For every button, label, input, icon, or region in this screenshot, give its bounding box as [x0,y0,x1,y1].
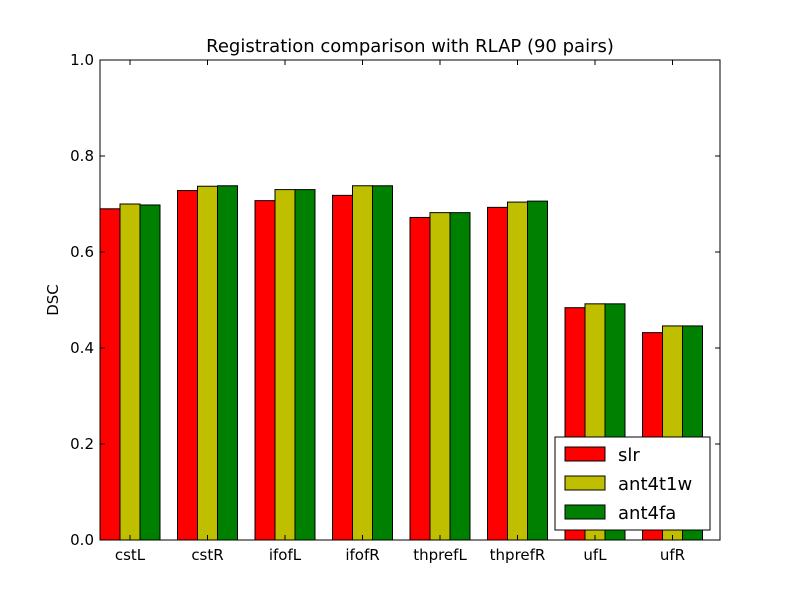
axis-ticks: cstL cstR ifofL ifofR thprefL thprefR ufL ufR 0.… [70,51,720,564]
bar-ant4fa-ifofL [294,189,316,541]
bar-slr-cstR [177,190,198,541]
x-tick-label: cstL [115,546,146,564]
plot-frame [99,59,721,541]
bar-ant4fa-cstL [139,204,161,541]
bar-ant4t1w-ifofL [274,189,296,541]
bar-slr-thprefR [487,206,508,541]
legend-label-slr: slr [618,445,640,466]
bar-ant4fa-ifofR [372,185,393,541]
bar-ant4fa-cstR [217,185,238,541]
bar-ant4fa-thprefL [449,212,471,541]
chart-title: Registration comparison with RLAP (90 pa… [206,36,614,57]
bar-slr-ifofR [332,194,353,541]
y-tick-label: 0.2 [70,435,94,453]
bar-ant4t1w-ifofR [352,185,373,541]
legend-label-ant4fa: ant4fa [618,503,676,524]
y-tick-label: 0.4 [70,339,94,357]
bar-slr-ifofL [254,200,276,541]
x-tick-label: thprefL [413,546,467,564]
legend-label-ant4t1w: ant4t1w [618,474,692,495]
x-tick-label: ifofR [345,546,379,564]
y-tick-label: 1.0 [70,51,94,69]
bar-ant4t1w-thprefL [429,212,451,541]
x-tick-label: ufL [583,546,607,564]
y-tick-label: 0.8 [70,147,94,165]
legend-swatch-ant4fa [564,504,606,520]
y-tick-label: 0.6 [70,243,94,261]
bar-ant4t1w-cstL [119,203,141,541]
bar-ant4t1w-cstR [197,185,218,541]
y-tick-label: 0.0 [70,531,94,549]
x-tick-label: ifofL [269,546,302,564]
x-tick-label: ufR [660,546,685,564]
y-axis-label: DSC [44,284,62,316]
bar-slr-thprefL [409,216,431,541]
legend-swatch-slr [564,446,606,462]
bar-ant4t1w-thprefR [507,201,528,541]
legend-swatch-ant4t1w [564,475,606,491]
bar-ant4fa-thprefR [527,200,548,541]
bar-slr-cstL [99,208,121,541]
legend: slr ant4t1w ant4fa [554,436,711,531]
x-tick-label: thprefR [490,546,546,564]
x-tick-label: cstR [191,546,223,564]
